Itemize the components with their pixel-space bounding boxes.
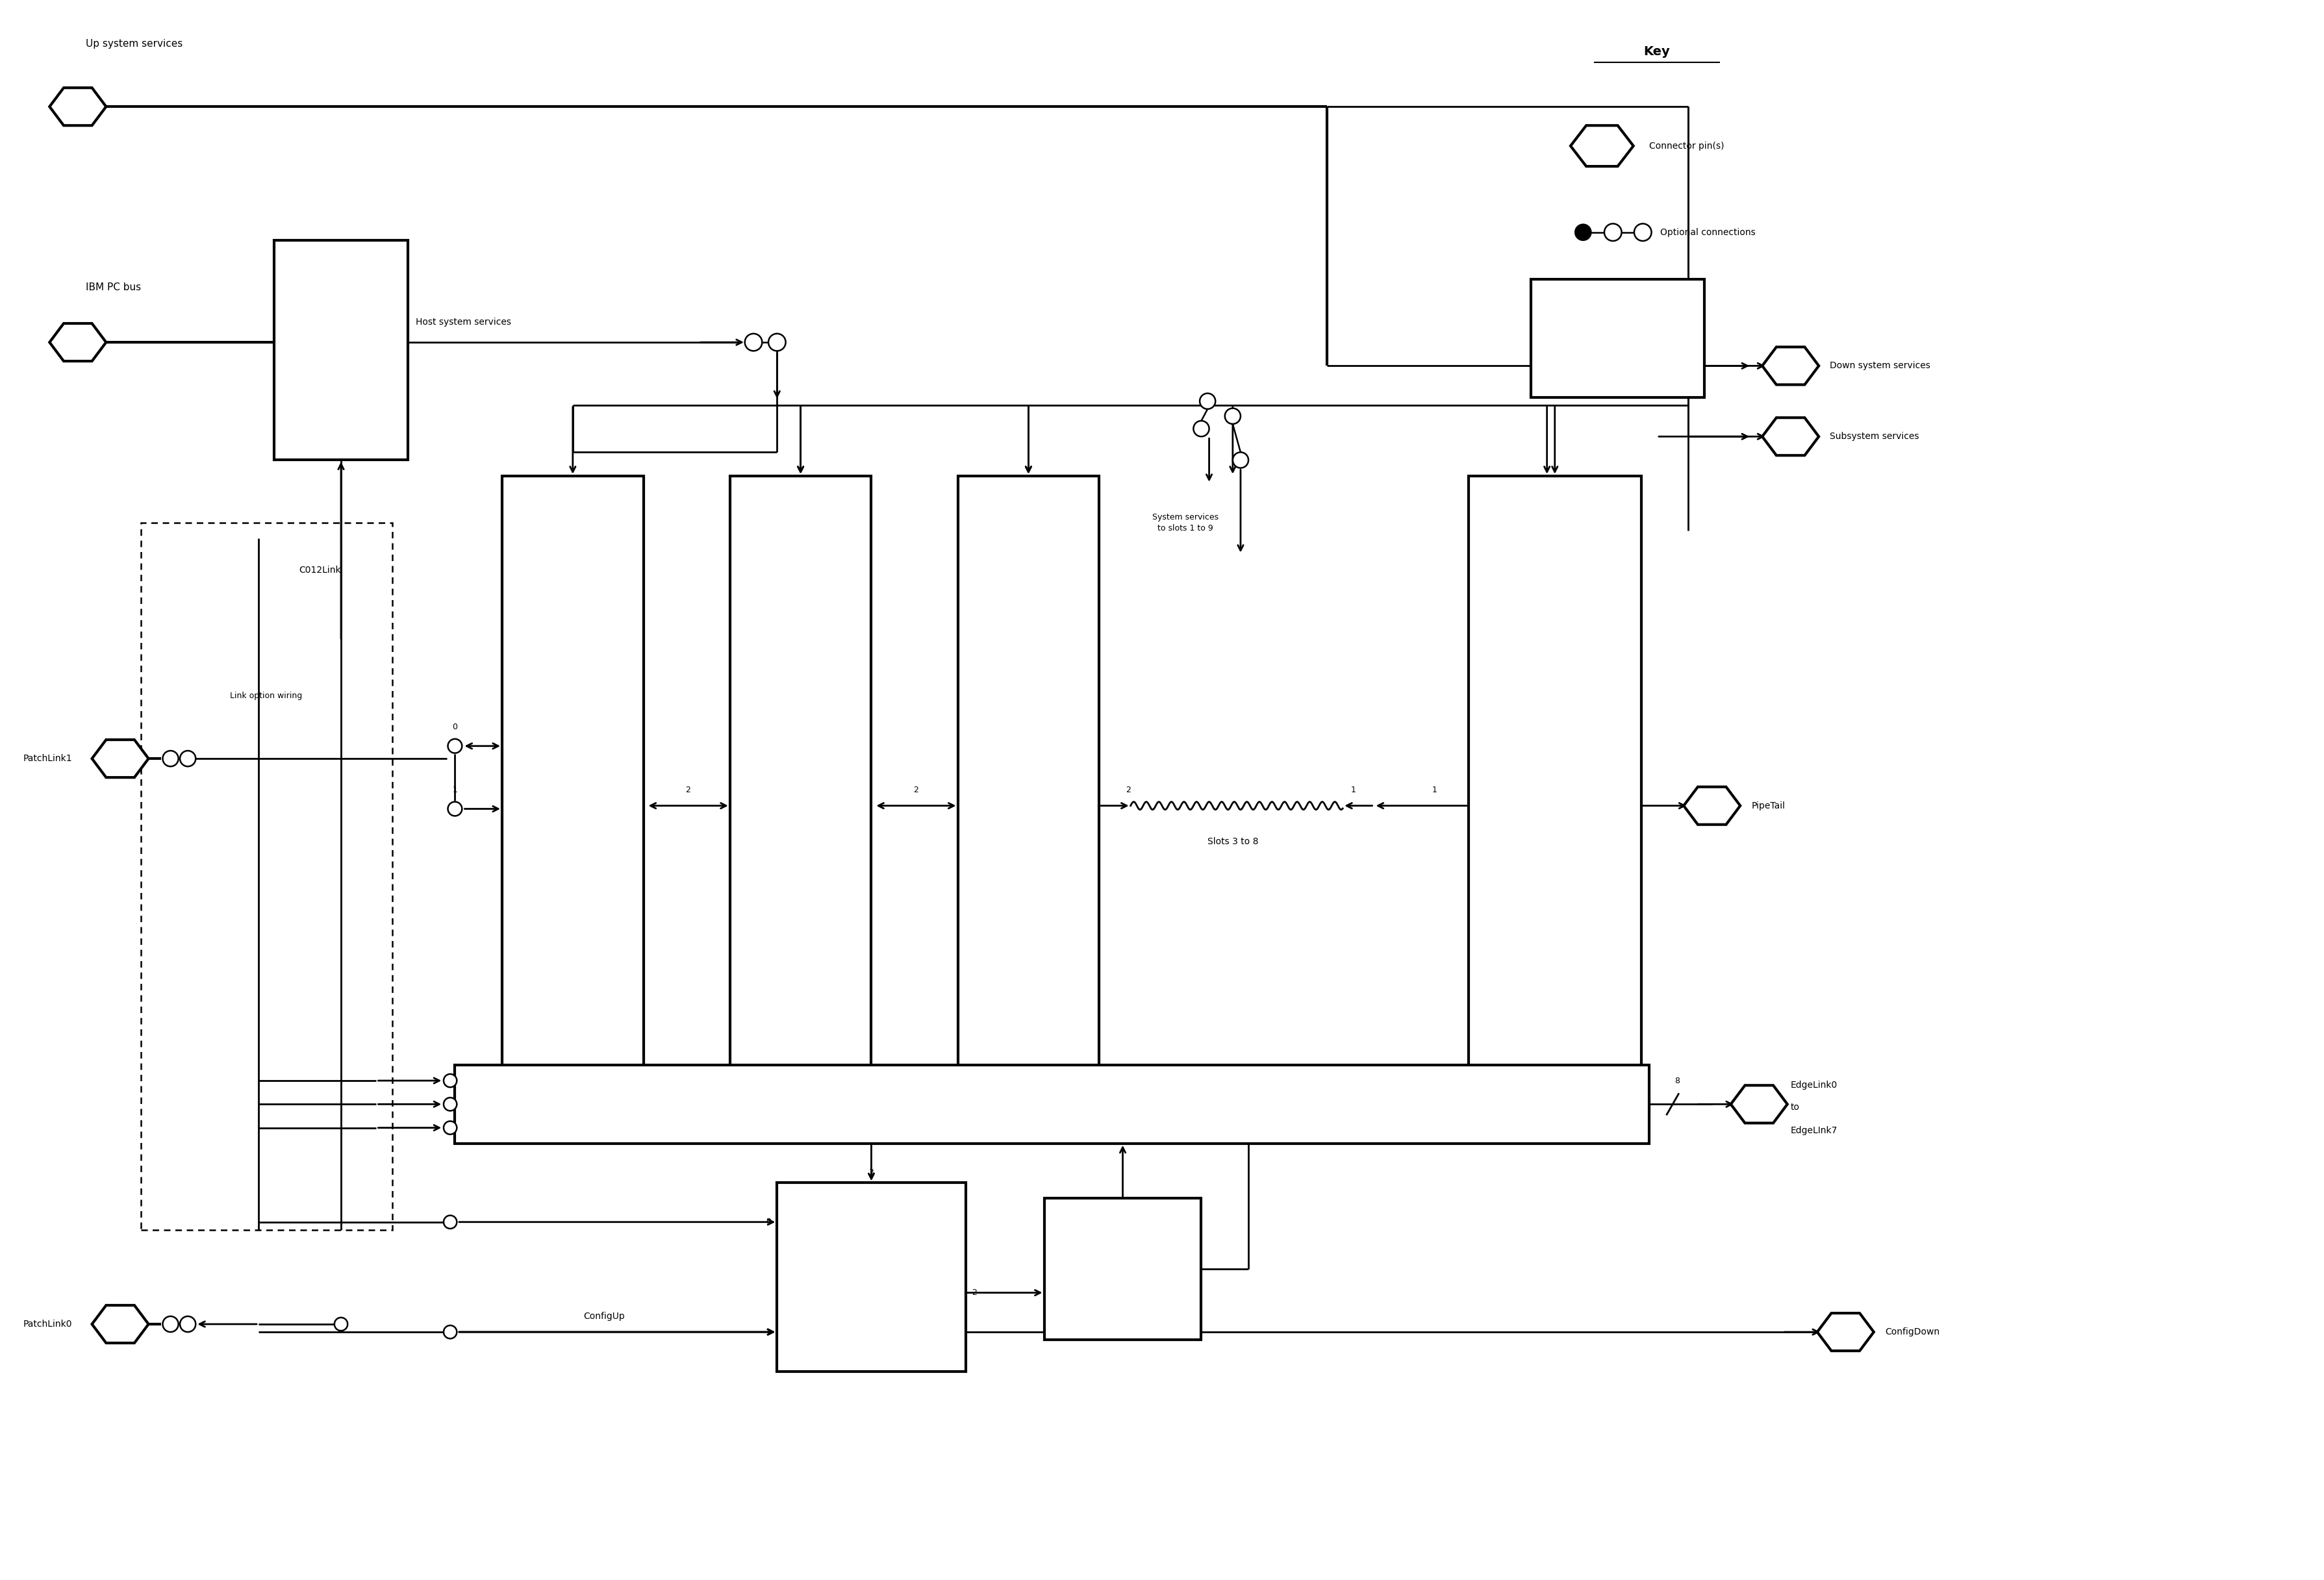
Text: Key: Key	[1643, 46, 1671, 58]
Text: ConfigDown: ConfigDown	[1885, 1327, 1941, 1337]
Polygon shape	[93, 739, 149, 777]
Text: 0: 0	[453, 724, 458, 732]
Text: 0: 0	[1490, 1085, 1494, 1093]
Circle shape	[179, 1316, 195, 1332]
Circle shape	[1225, 408, 1241, 423]
Polygon shape	[1683, 787, 1741, 825]
Text: 3: 3	[1074, 1085, 1078, 1093]
Circle shape	[1604, 224, 1622, 240]
Text: 1: 1	[990, 785, 995, 795]
Bar	[1532, 280, 1703, 397]
Bar	[1043, 1199, 1202, 1340]
Polygon shape	[1762, 417, 1820, 455]
Text: to: to	[1789, 1103, 1799, 1112]
Text: Optional connections: Optional connections	[1659, 228, 1755, 237]
Text: 2: 2	[1629, 785, 1634, 795]
Polygon shape	[1817, 1313, 1873, 1351]
Bar	[1469, 476, 1641, 1073]
Text: PipeTail: PipeTail	[1752, 801, 1785, 811]
Bar	[957, 476, 1099, 1073]
Text: 0: 0	[978, 1085, 983, 1093]
Circle shape	[444, 1122, 458, 1134]
Bar	[776, 1183, 964, 1371]
Text: 0: 0	[751, 1085, 755, 1093]
Circle shape	[444, 1215, 458, 1229]
Polygon shape	[1762, 348, 1820, 384]
Circle shape	[1232, 452, 1248, 468]
Bar	[502, 476, 644, 1073]
Text: Connector pin(s): Connector pin(s)	[1650, 141, 1724, 150]
Text: Down system services: Down system services	[1829, 362, 1931, 370]
Text: 3: 3	[609, 1085, 614, 1093]
Text: 1: 1	[1350, 785, 1355, 795]
Text: Slot 1: Slot 1	[788, 499, 813, 509]
Text: EdgeLink0: EdgeLink0	[1789, 1081, 1838, 1090]
Text: IMS C004 Link switch: IMS C004 Link switch	[841, 1100, 948, 1109]
Text: PC Bus
interface: PC Bus interface	[318, 338, 363, 362]
Text: 8: 8	[1676, 1078, 1680, 1085]
Text: 2: 2	[686, 785, 690, 795]
Text: 2: 2	[971, 1289, 976, 1297]
Text: Host system services: Host system services	[416, 318, 511, 327]
Circle shape	[744, 333, 762, 351]
Text: Slots 3 to 8: Slots 3 to 8	[1206, 837, 1257, 847]
Text: Link option wiring: Link option wiring	[230, 692, 302, 700]
Text: Config: Config	[1353, 1092, 1380, 1101]
Text: 2: 2	[913, 785, 918, 795]
Text: PatchLink0: PatchLink0	[23, 1319, 72, 1329]
Text: 0: 0	[1153, 1085, 1157, 1093]
Text: 1: 1	[765, 1327, 772, 1337]
Bar	[142, 523, 393, 1229]
Text: Slot 9: Slot 9	[1541, 499, 1569, 509]
Text: System services
to slots 1 to 9: System services to slots 1 to 9	[1153, 514, 1218, 532]
Bar	[730, 476, 872, 1073]
Text: ConfigUp: ConfigUp	[583, 1311, 625, 1321]
Text: Reset: Reset	[1480, 1092, 1504, 1101]
Text: 1: 1	[762, 785, 767, 795]
Text: Slot 2: Slot 2	[1016, 499, 1041, 509]
Polygon shape	[49, 88, 107, 125]
Text: Up system services: Up system services	[86, 40, 184, 49]
Text: EdgeLInk7: EdgeLInk7	[1789, 1127, 1838, 1136]
Bar	[456, 1065, 1650, 1144]
Circle shape	[163, 1316, 179, 1332]
Text: IBM PC bus: IBM PC bus	[86, 283, 142, 292]
Bar	[274, 240, 407, 460]
Circle shape	[335, 1318, 349, 1330]
Polygon shape	[49, 324, 107, 362]
Text: 1: 1	[1432, 785, 1436, 795]
Text: 3: 3	[1583, 1085, 1590, 1093]
Circle shape	[444, 1074, 458, 1087]
Polygon shape	[93, 1305, 149, 1343]
Circle shape	[1634, 224, 1652, 240]
Text: 3: 3	[846, 1085, 851, 1093]
Circle shape	[444, 1326, 458, 1338]
Polygon shape	[1571, 125, 1634, 166]
Text: Slot 0: Slot 0	[560, 499, 586, 509]
Text: 5 MHz
clock: 5 MHz clock	[1601, 327, 1634, 349]
Polygon shape	[1731, 1085, 1787, 1123]
Circle shape	[769, 333, 786, 351]
Text: 1: 1	[453, 785, 458, 795]
Circle shape	[179, 750, 195, 766]
Text: 3: 3	[869, 1168, 874, 1177]
Circle shape	[449, 739, 462, 754]
Text: 0: 0	[765, 1218, 772, 1226]
Circle shape	[1195, 420, 1208, 436]
Circle shape	[1576, 224, 1592, 240]
Circle shape	[1199, 393, 1215, 409]
Circle shape	[444, 1098, 458, 1111]
Text: PatchLink1: PatchLink1	[23, 754, 72, 763]
Text: Pipehead: Pipehead	[518, 822, 555, 830]
Text: C012Link: C012Link	[300, 566, 342, 575]
Text: Reset
logic: Reset logic	[1109, 1258, 1136, 1280]
Text: 3: 3	[1278, 1085, 1283, 1093]
Circle shape	[449, 801, 462, 815]
Text: Subsystem services: Subsystem services	[1829, 431, 1920, 441]
Text: IMS T222: IMS T222	[848, 1272, 895, 1281]
Text: 2: 2	[1125, 785, 1129, 795]
Circle shape	[163, 750, 179, 766]
